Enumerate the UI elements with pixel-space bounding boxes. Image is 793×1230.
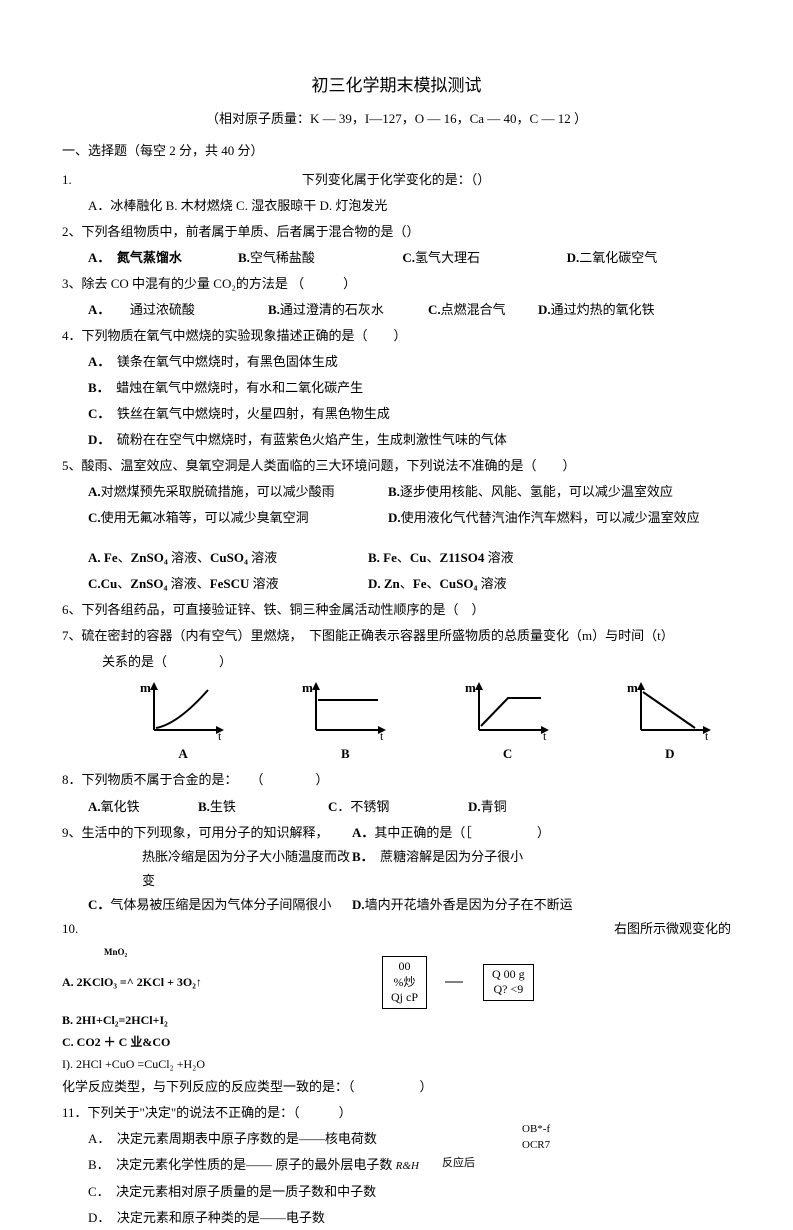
page-title: 初三化学期末模拟测试 [62,70,731,101]
qab-c: C.Cu、ZnSO₄ 溶液、FeSCU 溶液 [88,572,368,596]
q8-text: 8．下列物质不属于合金的是： （ ） [62,768,731,792]
eq-c: C. CO2 ＋ C 业&CO [62,1031,731,1053]
box-before: 00 %炒 Qj cP [382,956,427,1009]
q9-c: C．气体易被压缩是因为气体分子间隔很小 [62,893,352,917]
chart-B: m t B [300,680,390,766]
chart-A: m t A [138,680,228,766]
chart-C-label: C [463,742,553,766]
q10b: 化学反应类型，与下列反应的反应类型一致的是：（ ） [62,1075,731,1099]
q5-a: A.对燃煤预先采取脱硫措施，可以减少酸雨 [88,480,388,504]
q9: 9、生活中的下列现象，可用分子的知识解释， A．其中正确的是（［ ） 热胀冷缩是… [62,821,731,917]
q3-a: A． 通过浓硫酸 [88,298,268,322]
q11-rh: R&H [396,1160,419,1172]
chart-B-svg: m t [300,680,390,740]
svg-text:m: m [302,680,313,695]
q11-a: A． 决定元素周期表中原子序数的是——核电荷数 [62,1127,731,1151]
box1-l2: %炒 [391,975,418,991]
q5-b: B.逐步使用核能、风能、氢能，可以减少温室效应 [388,480,673,504]
chart-C: m t C [463,680,553,766]
q5-row2: C.使用无氟冰箱等，可以减少臭氧空洞 D.使用液化气代替汽油作汽车燃料，可以减少… [62,506,731,530]
mno-label: MnO₂ [104,949,731,956]
chart-A-label: A [138,742,228,766]
box1-l1: 00 [391,959,418,975]
q5-row1: A.对燃煤预先采取脱硫措施，可以减少酸雨 B.逐步使用核能、风能、氢能，可以减少… [62,480,731,504]
q4-c: C． 铁丝在氧气中燃烧时，火星四射，有黑色物生成 [62,402,731,426]
chart-D-svg: m t [625,680,715,740]
q8-a: A.氧化铁 [88,795,198,819]
equations-block: MnO₂ A. 2KClO₃ =^ 2KCl + 3O₂↑ 00 %炒 Qj c… [62,949,731,1076]
q3-c: C.点燃混合气 [428,298,538,322]
chart-C-svg: m t [463,680,553,740]
q8-b: B.生铁 [198,795,328,819]
q5-c: C.使用无氟冰箱等，可以减少臭氧空洞 [88,506,388,530]
q9-b: B． 蔗糖溶解是因为分子很小 [352,845,523,893]
box2-l1: Q 00 g [492,967,525,983]
q-ab-row2: C.Cu、ZnSO₄ 溶液、FeSCU 溶液 D. Zn、Fe、CuSO₄ 溶液 [62,572,731,596]
chart-D: m t D [625,680,715,766]
qab-d: D. Zn、Fe、CuSO₄ 溶液 [368,572,507,596]
q11-c: C． 决定元素相对原子质量的是一质子数和中子数 [62,1180,731,1204]
qab-b: B. Fe、Cu、Z11SO4 溶液 [368,546,514,570]
q5-d: D.使用液化气代替汽油作汽车燃料，可以减少温室效应 [388,506,700,530]
eq-b: B. 2HI+Cl₂=2HCl+I₂ [62,1009,731,1031]
q3-options: A． 通过浓硫酸 B.通过澄清的石灰水 C.点燃混合气 D.通过灼热的氧化铁 [62,298,731,322]
svg-text:m: m [465,680,476,695]
box-after: Q 00 g Q? <9 [483,964,534,1001]
q2-c: C.氢气大理石 [402,246,566,270]
box1-l3: Qj cP [391,990,418,1006]
q9-text: 9、生活中的下列现象，可用分子的知识解释， [62,821,352,845]
q11: 11．下列关于"决定"的说法不正确的是：（ ） OB*-f OCR7 A． 决定… [62,1101,731,1229]
eq-d: I). 2HCl +CuO =CuCl₂ +H₂O [62,1053,731,1075]
svg-text:m: m [627,680,638,695]
box2-l2: Q? <9 [492,982,525,998]
chart-B-label: B [300,742,390,766]
charts-row: m t A m t B m t [122,680,731,766]
q2-options: A． 氮气蒸馏水 B.B.空气稀盐酸空气稀盐酸 C.氢气大理石 D.二氧化碳空气 [62,246,731,270]
q1-num: 1. [62,168,72,192]
q-ab-row1: A. Fe、ZnSO₄ 溶液、CuSO₄ 溶液 B. Fe、Cu、Z11SO4 … [62,546,731,570]
q1: 1. 下列变化属于化学变化的是：（） [62,168,731,192]
q2-d: D.二氧化碳空气 [567,246,731,270]
chart-A-svg: m t [138,680,228,740]
q2-b: B.B.空气稀盐酸空气稀盐酸 [238,246,402,270]
q1-text: 下列变化属于化学变化的是：（） [302,168,731,192]
atomic-mass-note: （相对原子质量：K — 39，I—127，O — 16，Ca — 40，C — … [62,107,731,131]
q7-text2: 关系的是（ ） [62,650,731,674]
q9-d: D.墙内开花墙外香是因为分子在不断运 [352,893,573,917]
q6-text: 6、下列各组药品，可直接验证锌、铁、铜三种金属活动性顺序的是（ ） [62,598,731,622]
q3-d: D.通过灼热的氧化铁 [538,298,655,322]
q8-d: D.青铜 [468,795,507,819]
q2-a: A． 氮气蒸馏水 [88,246,238,270]
q2-text: 2、下列各组物质中，前者属于单质、后者属于混合物的是（） [62,220,731,244]
q10-tail: 右图所示微观变化的 [614,917,731,941]
reaction-boxes: 00 %炒 Qj cP Q 00 g Q? <9 [382,956,534,1009]
q11-after: 反应后 [442,1153,475,1173]
q5-text: 5、酸雨、温室效应、臭氧空洞是人类面临的三大环境问题，下列说法不准确的是（ ） [62,454,731,478]
q4-text: 4．下列物质在氧气中燃烧的实验现象描述正确的是（ ） [62,324,731,348]
qab-a: A. Fe、ZnSO₄ 溶液、CuSO₄ 溶液 [88,546,368,570]
q9-a: A．其中正确的是（［ ） [352,821,550,845]
q11-d: D． 决定元素和原子种类的是——电子数 [62,1206,731,1230]
q3-b: B.通过澄清的石灰水 [268,298,428,322]
arrow-icon [445,977,465,987]
section-1-heading: 一、选择题（每空 2 分，共 40 分） [62,139,731,163]
q10: 10. 右图所示微观变化的 [62,917,731,941]
q9-a2: 热胀冷缩是因为分子大小随温度而改变 [62,845,352,893]
q8-options: A.氧化铁 B.生铁 C．不锈钢 D.青铜 [62,795,731,819]
q4-a: A． 镁条在氧气中燃烧时，有黑色固体生成 [62,350,731,374]
q8-c: C．不锈钢 [328,795,468,819]
q1-options: A．冰棒融化 B. 木材燃烧 C. 湿衣服晾干 D. 灯泡发光 [62,194,731,218]
q10-num: 10. [62,917,78,941]
eq-a: A. 2KClO₃ =^ 2KCl + 3O₂↑ [62,971,352,993]
q4-b: B． 蜡烛在氧气中燃烧时，有水和二氧化碳产生 [62,376,731,400]
chart-D-label: D [625,742,715,766]
q3-text: 3、除去 CO 中混有的少量 CO₂的方法是 （ ） [62,272,731,296]
q11-b: B． 决定元素化学性质的是—— 原子的最外层电子数 R&H 反应后 [62,1153,731,1177]
q7-text: 7、硫在密封的容器（内有空气）里燃烧， 下图能正确表示容器里所盛物质的总质量变化… [62,624,731,648]
svg-text:m: m [140,680,151,695]
q4-d: D． 硫粉在在空气中燃烧时，有蓝紫色火焰产生，生成刺激性气味的气体 [62,428,731,452]
